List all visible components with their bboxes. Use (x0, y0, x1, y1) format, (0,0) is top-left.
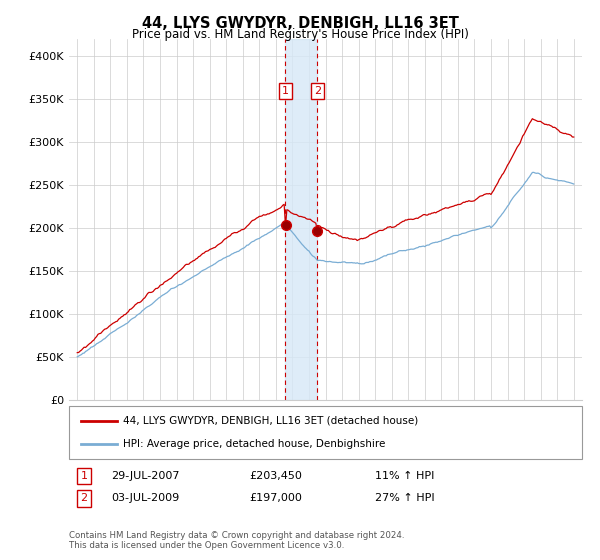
Text: Price paid vs. HM Land Registry's House Price Index (HPI): Price paid vs. HM Land Registry's House … (131, 28, 469, 41)
Text: 2: 2 (80, 493, 88, 503)
Text: 29-JUL-2007: 29-JUL-2007 (111, 471, 179, 481)
Text: HPI: Average price, detached house, Denbighshire: HPI: Average price, detached house, Denb… (123, 439, 385, 449)
Text: 03-JUL-2009: 03-JUL-2009 (111, 493, 179, 503)
Text: £203,450: £203,450 (249, 471, 302, 481)
Text: 1: 1 (80, 471, 88, 481)
Bar (285, 39, 317, 400)
Text: 27% ↑ HPI: 27% ↑ HPI (375, 493, 434, 503)
Text: 1: 1 (282, 86, 289, 96)
Text: 2: 2 (314, 86, 321, 96)
Text: 44, LLYS GWYDYR, DENBIGH, LL16 3ET: 44, LLYS GWYDYR, DENBIGH, LL16 3ET (142, 16, 458, 31)
Text: Contains HM Land Registry data © Crown copyright and database right 2024.
This d: Contains HM Land Registry data © Crown c… (69, 530, 404, 550)
Text: £197,000: £197,000 (249, 493, 302, 503)
Text: 44, LLYS GWYDYR, DENBIGH, LL16 3ET (detached house): 44, LLYS GWYDYR, DENBIGH, LL16 3ET (deta… (123, 416, 418, 426)
Text: 11% ↑ HPI: 11% ↑ HPI (375, 471, 434, 481)
